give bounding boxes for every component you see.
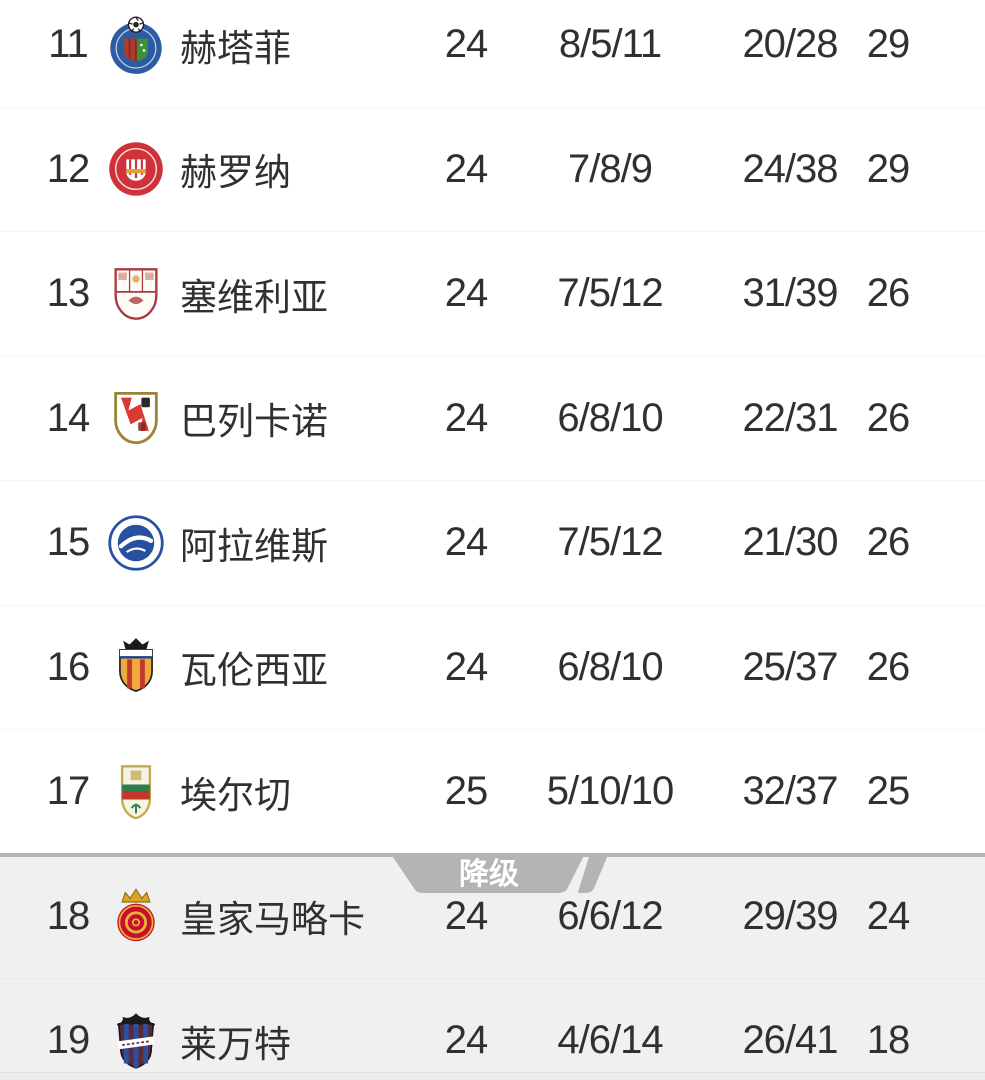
- table-row[interactable]: 11 赫塔菲 24 8/5/11 20/28 29: [0, 0, 985, 108]
- played-value: 24: [444, 22, 489, 67]
- win-draw-loss-value: 7/8/9: [568, 146, 653, 191]
- rank-label: 11: [48, 22, 89, 67]
- points-value: 24: [866, 893, 911, 938]
- team-name: 瓦伦西亚: [180, 650, 328, 692]
- relegation-tab-icon: 降级: [393, 855, 607, 893]
- points-value: 18: [866, 1018, 911, 1063]
- rank-label: 13: [46, 271, 91, 316]
- goals-for-against-value: 29/39: [742, 893, 838, 938]
- sevilla-badge: [106, 264, 166, 324]
- played-value: 24: [444, 271, 489, 316]
- points-value: 26: [866, 520, 911, 565]
- relegation-divider-line: [0, 852, 985, 857]
- goals-for-against-value: 26/41: [742, 1018, 838, 1063]
- team-name: 赫塔菲: [180, 27, 291, 69]
- table-row[interactable]: 14 巴列卡诺 24 6/8/10 22/31 26: [0, 356, 985, 481]
- table-row[interactable]: 17 埃尔切 25 5/10/10 32/37 25: [0, 730, 985, 855]
- played-value: 25: [444, 769, 489, 814]
- rank-label: 19: [46, 1018, 91, 1063]
- relegation-tab-label: 降级: [459, 858, 519, 891]
- rayo-vallecano-badge: [106, 388, 166, 448]
- mallorca-badge: [106, 886, 166, 946]
- points-value: 26: [866, 644, 911, 689]
- win-draw-loss-value: 4/6/14: [557, 1018, 663, 1063]
- team-name: 塞维利亚: [180, 276, 328, 318]
- levante-badge: [106, 1011, 166, 1071]
- team-name: 莱万特: [180, 1023, 291, 1065]
- team-name: 巴列卡诺: [180, 401, 328, 443]
- played-value: 24: [444, 146, 489, 191]
- played-value: 24: [444, 644, 489, 689]
- win-draw-loss-value: 6/8/10: [557, 395, 663, 440]
- points-value: 29: [866, 22, 911, 67]
- played-value: 24: [444, 395, 489, 440]
- win-draw-loss-value: 6/8/10: [557, 644, 663, 689]
- rank-label: 18: [46, 893, 91, 938]
- goals-for-against-value: 31/39: [742, 271, 838, 316]
- rank-label: 15: [46, 520, 91, 565]
- team-name: 皇家马略卡: [180, 899, 365, 941]
- valencia-badge: [106, 637, 166, 697]
- played-value: 24: [444, 1018, 489, 1063]
- alaves-badge: [106, 513, 166, 573]
- team-name: 阿拉维斯: [180, 525, 328, 567]
- table-row[interactable]: 16 瓦伦西亚 24 6/8/10 25/37 26: [0, 605, 985, 730]
- played-value: 24: [444, 893, 489, 938]
- points-value: 26: [866, 271, 911, 316]
- elche-badge: [106, 762, 166, 822]
- win-draw-loss-value: 7/5/12: [557, 520, 663, 565]
- table-row[interactable]: 19 莱万特 24 4/6/14 26/41 18: [0, 979, 985, 1080]
- girona-badge: [106, 139, 166, 199]
- goals-for-against-value: 22/31: [742, 395, 838, 440]
- getafe-badge: [106, 15, 166, 75]
- rank-label: 16: [46, 644, 91, 689]
- goals-for-against-value: 25/37: [742, 644, 838, 689]
- table-row[interactable]: 13 塞维利亚 24 7/5/12 31/39 26: [0, 232, 985, 357]
- points-value: 26: [866, 395, 911, 440]
- goals-for-against-value: 20/28: [742, 22, 838, 67]
- win-draw-loss-value: 6/6/12: [557, 893, 663, 938]
- points-value: 25: [866, 769, 911, 814]
- played-value: 24: [444, 520, 489, 565]
- win-draw-loss-value: 8/5/11: [558, 22, 662, 67]
- team-name: 赫罗纳: [180, 152, 291, 194]
- bottom-section-divider: [0, 1072, 985, 1080]
- rank-label: 17: [46, 769, 91, 814]
- rank-label: 12: [46, 146, 91, 191]
- points-value: 29: [866, 146, 911, 191]
- goals-for-against-value: 24/38: [742, 146, 838, 191]
- team-name: 埃尔切: [180, 774, 291, 816]
- rank-label: 14: [46, 395, 91, 440]
- table-row[interactable]: 12 赫罗纳 24 7/8/9 24/38 29: [0, 107, 985, 232]
- goals-for-against-value: 21/30: [742, 520, 838, 565]
- win-draw-loss-value: 5/10/10: [546, 769, 674, 814]
- goals-for-against-value: 32/37: [742, 769, 838, 814]
- win-draw-loss-value: 7/5/12: [557, 271, 663, 316]
- table-row[interactable]: 15 阿拉维斯 24 7/5/12 21/30 26: [0, 481, 985, 606]
